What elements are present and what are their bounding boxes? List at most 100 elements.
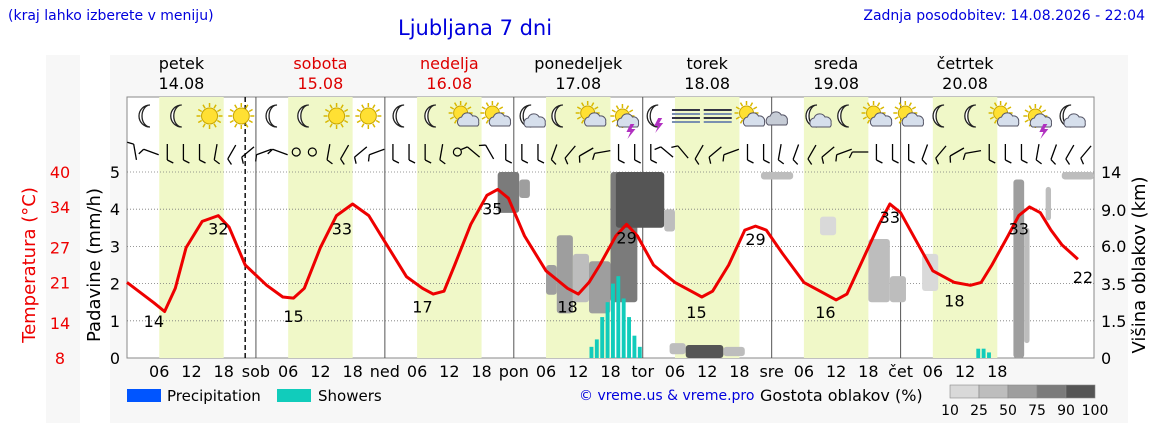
legend-showers-label: Showers xyxy=(318,387,382,405)
wind-barb-icon xyxy=(550,144,558,165)
temperature-label: 33 xyxy=(880,208,900,227)
calm-wind-icon xyxy=(307,147,317,157)
moon-storm-icon xyxy=(646,104,664,133)
wind-barb-icon xyxy=(408,144,416,164)
wind-barb-icon xyxy=(654,146,674,158)
wind-barb-icon xyxy=(1004,144,1012,164)
moon-icon xyxy=(392,104,405,128)
region-hint: (kraj lahko izberete v meniju) xyxy=(8,8,214,24)
temperature-line xyxy=(126,187,1079,313)
cloud-density-label: Gostota oblakov (%) xyxy=(760,386,923,405)
sun-cloud-icon xyxy=(734,101,766,127)
wind-barb-icon xyxy=(592,149,611,161)
day-date: 18.08 xyxy=(684,74,730,93)
wind-barb-icon xyxy=(671,145,689,159)
showers-bar xyxy=(621,298,626,358)
cloud-height-tick: 14 xyxy=(1101,163,1121,182)
wind-barb-icon xyxy=(921,144,929,165)
showers-bar xyxy=(600,317,605,358)
sun-icon xyxy=(228,103,255,129)
wind-barb-icon xyxy=(875,144,883,164)
showers-bar xyxy=(589,346,594,358)
day-date: 16.08 xyxy=(426,74,472,93)
wind-barb-icon xyxy=(962,149,982,161)
daylight-band xyxy=(674,97,740,358)
cloud-density-swatch xyxy=(1036,384,1067,399)
hour-tick: 06 xyxy=(665,362,685,381)
wind-barb-icon xyxy=(537,144,545,164)
cloud-density-tick: 25 xyxy=(970,403,988,419)
hour-tick: 06 xyxy=(923,362,943,381)
wind-barb-icon xyxy=(521,144,529,164)
day-abbrev: sob xyxy=(242,362,270,381)
cloud-density-swatch xyxy=(978,384,1009,399)
temperature-tick: 21 xyxy=(50,273,70,292)
wind-barb-icon xyxy=(326,144,333,165)
page-title: Ljubljana 7 dni xyxy=(398,16,553,40)
cloud-cell xyxy=(723,346,745,357)
temperature-label: 15 xyxy=(686,303,706,322)
cloud-density-tick: 100 xyxy=(1082,403,1109,419)
wind-barb-icon xyxy=(1065,144,1075,165)
day-date: 20.08 xyxy=(942,74,988,93)
showers-bar xyxy=(605,302,610,358)
hour-tick: 12 xyxy=(181,362,201,381)
calm-wind-icon xyxy=(452,147,462,157)
daylight-band xyxy=(803,97,869,358)
cloud-density-tick: 10 xyxy=(941,403,959,419)
temperature-tick: 27 xyxy=(50,239,70,258)
daylight-band xyxy=(932,97,998,358)
wind-barb-icon xyxy=(792,144,800,165)
moon-icon xyxy=(170,104,182,128)
wind-barb-icon xyxy=(127,141,138,160)
temperature-label: 16 xyxy=(815,303,835,322)
sun-icon xyxy=(355,103,382,129)
cloud-cell xyxy=(868,238,890,303)
cloud-cell xyxy=(685,344,724,358)
wind-barb-icon xyxy=(198,144,206,164)
wind-barb-icon xyxy=(694,144,704,165)
day-name: sreda xyxy=(814,54,858,73)
wind-barb-icon xyxy=(227,144,237,165)
cloud-cell xyxy=(820,216,837,236)
showers-bar xyxy=(627,317,631,358)
cloud-cell xyxy=(669,343,686,355)
legend-showers-swatch xyxy=(277,389,311,402)
moon-cloud-icon xyxy=(1059,104,1086,128)
temperature-label: 18 xyxy=(944,291,964,310)
temperature-label: 29 xyxy=(616,228,636,247)
cloud-density-tick: 50 xyxy=(999,403,1017,419)
day-name: nedelja xyxy=(420,54,479,73)
cloud-density-swatch xyxy=(949,384,980,399)
hour-tick: 12 xyxy=(568,362,588,381)
cloud-height-tick: 0 xyxy=(1101,349,1111,368)
hour-tick: 18 xyxy=(729,362,749,381)
temperature-axis-label: Temperatura (°C) xyxy=(19,187,40,344)
cloud-cell xyxy=(519,179,530,199)
temperature-tick: 34 xyxy=(50,198,70,217)
wind-barb-icon xyxy=(460,146,481,158)
temperature-label: 33 xyxy=(1009,220,1029,239)
moon-cloud-icon xyxy=(805,104,832,128)
temperature-label: 35 xyxy=(482,199,502,218)
showers-bar xyxy=(611,283,615,358)
day-abbrev: sre xyxy=(759,362,783,381)
wind-barb-icon xyxy=(1050,144,1058,165)
wind-barb-icon xyxy=(182,144,190,164)
moon-icon xyxy=(138,104,151,128)
day-abbrev: čet xyxy=(888,362,913,381)
moon-icon xyxy=(424,104,436,128)
wind-barb-icon xyxy=(138,148,159,156)
temperature-tick: 40 xyxy=(50,163,70,182)
cloud-icon xyxy=(765,111,788,126)
sun-icon xyxy=(323,103,350,129)
temperature-label: 22 xyxy=(1073,268,1093,287)
cloud-cell xyxy=(556,235,573,314)
sun-storm-icon xyxy=(1023,104,1053,139)
wind-barb-icon xyxy=(505,144,513,164)
hour-tick: 12 xyxy=(697,362,717,381)
daylight-band xyxy=(546,97,611,358)
credit-link[interactable]: © vreme.us & vreme.pro xyxy=(579,388,755,404)
hour-tick: 06 xyxy=(149,362,169,381)
legend-precipitation-label: Precipitation xyxy=(167,387,261,405)
